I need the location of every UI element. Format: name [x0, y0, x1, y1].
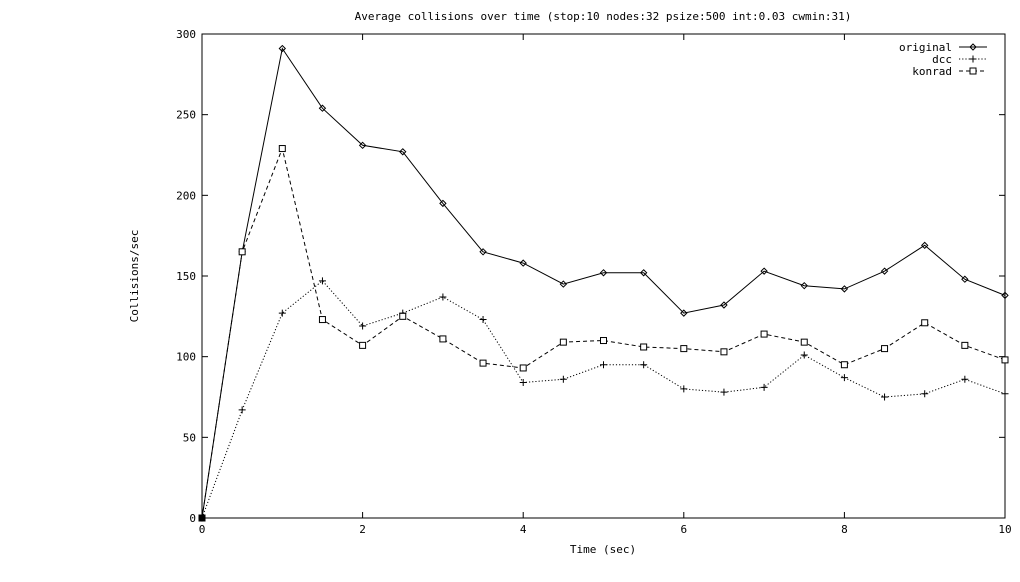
- point-marker: [881, 345, 889, 353]
- point-marker: [760, 330, 768, 338]
- x-tick-label: 4: [520, 523, 527, 536]
- point-marker: [680, 345, 688, 353]
- point-marker: [439, 335, 447, 343]
- point-marker: [969, 55, 977, 63]
- series-line-konrad: [201, 146, 1006, 519]
- point-marker: [1001, 356, 1009, 364]
- point-marker: [840, 374, 848, 382]
- point-marker: [600, 337, 607, 345]
- point-marker: [881, 393, 889, 401]
- point-marker: [800, 281, 808, 290]
- point-marker: [680, 309, 688, 317]
- y-tick-label: 50: [183, 431, 196, 444]
- point-marker: [961, 375, 969, 383]
- x-tick-label: 10: [998, 523, 1011, 536]
- y-tick-label: 0: [189, 512, 196, 525]
- point-marker: [760, 267, 768, 275]
- point-marker: [559, 280, 568, 288]
- point-marker: [720, 388, 728, 396]
- point-marker: [278, 44, 287, 53]
- point-marker: [760, 383, 768, 391]
- x-tick-label: 2: [359, 523, 366, 536]
- x-axis-label: Time (sec): [570, 543, 636, 556]
- x-tick-label: 0: [199, 523, 206, 536]
- point-marker: [358, 141, 367, 150]
- point-marker: [969, 67, 977, 75]
- point-marker: [639, 269, 648, 277]
- point-marker: [1001, 390, 1009, 398]
- series-line-original: [201, 47, 1006, 519]
- point-marker: [921, 390, 929, 398]
- point-marker: [969, 43, 977, 51]
- point-marker: [961, 275, 969, 283]
- legend-label-original: original: [899, 41, 952, 54]
- series-layer: [198, 44, 1009, 522]
- point-marker: [238, 406, 246, 414]
- point-marker: [439, 293, 447, 301]
- point-marker: [559, 338, 567, 346]
- y-tick-label: 300: [176, 28, 196, 41]
- point-marker: [399, 148, 407, 156]
- y-tick-label: 100: [176, 351, 196, 364]
- point-marker: [880, 267, 889, 275]
- series-konrad: [198, 145, 1009, 522]
- point-marker: [920, 241, 929, 250]
- point-marker: [720, 301, 728, 309]
- point-marker: [840, 361, 848, 369]
- series-original: [198, 44, 1009, 522]
- y-tick-label: 150: [176, 270, 196, 283]
- point-marker: [359, 322, 367, 330]
- point-marker: [680, 385, 688, 393]
- point-marker: [559, 375, 567, 383]
- point-marker: [840, 285, 849, 293]
- y-tick-label: 250: [176, 109, 196, 122]
- point-marker: [439, 199, 447, 208]
- point-marker: [921, 319, 929, 327]
- point-marker: [318, 104, 327, 112]
- point-marker: [800, 351, 808, 359]
- point-marker: [599, 269, 608, 277]
- point-marker: [640, 361, 648, 369]
- point-marker: [600, 361, 607, 369]
- point-marker: [519, 364, 527, 372]
- point-marker: [800, 338, 808, 346]
- x-tick-label: 8: [841, 523, 848, 536]
- point-marker: [479, 248, 487, 256]
- point-marker: [720, 348, 728, 356]
- legend-label-dcc: dcc: [932, 53, 952, 66]
- point-marker: [961, 341, 969, 349]
- point-marker: [359, 341, 367, 349]
- point-marker: [238, 248, 246, 256]
- point-marker: [399, 312, 407, 320]
- point-marker: [278, 309, 286, 317]
- point-marker: [479, 359, 487, 367]
- series-dcc: [198, 277, 1009, 522]
- legend-label-konrad: konrad: [912, 65, 952, 78]
- point-marker: [318, 277, 326, 285]
- origin-marker: [199, 515, 205, 521]
- point-marker: [278, 145, 286, 153]
- point-marker: [519, 378, 527, 386]
- point-marker: [1001, 291, 1009, 300]
- y-tick-label: 200: [176, 189, 196, 202]
- point-marker: [519, 259, 527, 267]
- point-marker: [318, 316, 326, 324]
- point-marker: [479, 316, 487, 324]
- point-marker: [640, 343, 648, 351]
- x-tick-label: 6: [680, 523, 687, 536]
- y-axis-label: Collisions/sec: [128, 230, 141, 323]
- chart-title: Average collisions over time (stop:10 no…: [355, 10, 852, 23]
